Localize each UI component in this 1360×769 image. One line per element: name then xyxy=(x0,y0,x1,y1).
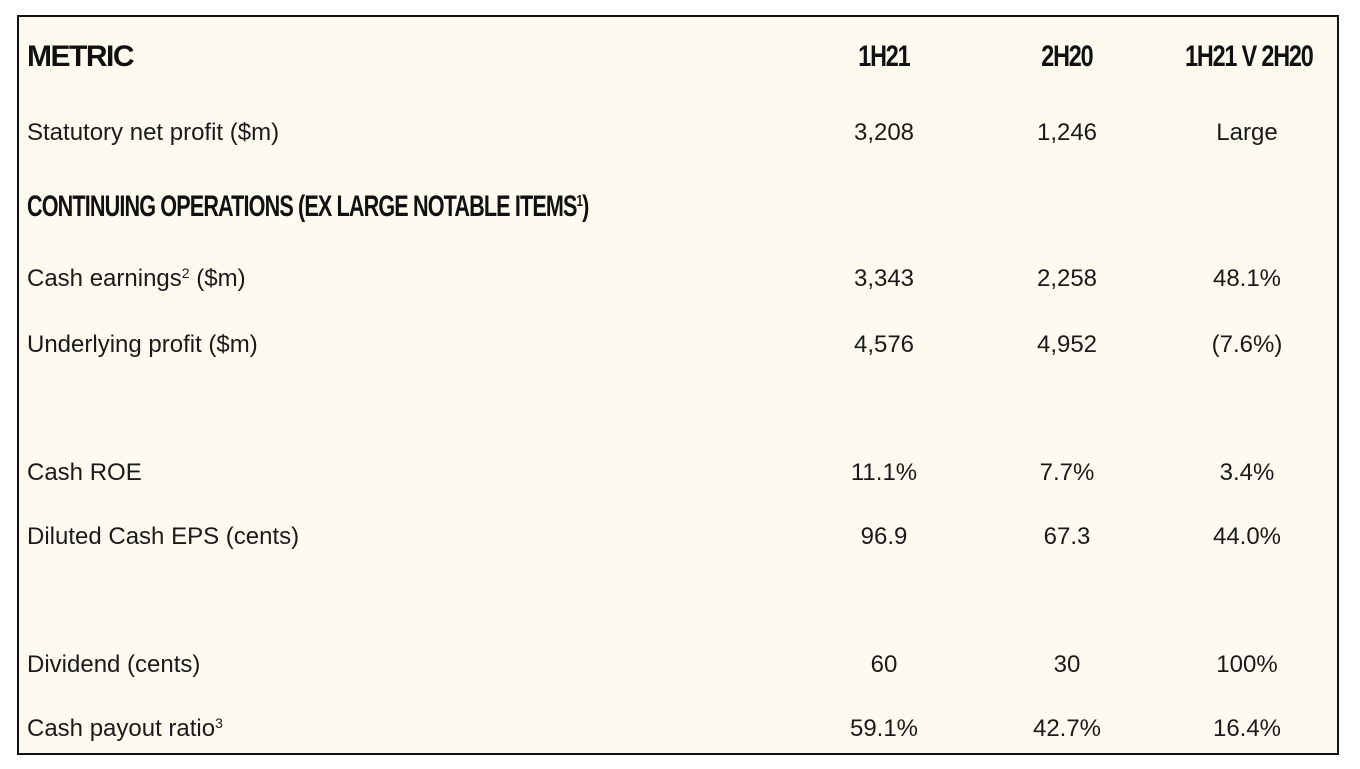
row-value-2h20: 7.7% xyxy=(1039,459,1095,486)
row-label-text: Underlying profit ($m) xyxy=(27,331,258,358)
footnote-ref: 3 xyxy=(215,715,223,731)
row-label-suffix: ($m) xyxy=(189,265,246,292)
header-col1: 1H21 xyxy=(858,40,910,73)
row-value-change: 3.4% xyxy=(1219,459,1275,486)
section-title-text: CONTINUING OPERATIONS (EX LARGE NOTABLE … xyxy=(27,190,577,223)
row-value-change: 100% xyxy=(1216,651,1278,678)
row-label-text: Cash earnings xyxy=(27,265,182,292)
header-col3: 1H21 V 2H20 xyxy=(1185,40,1314,73)
table-row: Cash payout ratio3 59.1% 42.7% 16.4% xyxy=(19,711,1337,747)
metrics-table: METRIC 1H21 2H20 1H21 V 2H20 Statutory n… xyxy=(17,15,1339,755)
table-row: Diluted Cash EPS (cents) 96.9 67.3 44.0% xyxy=(19,519,1337,555)
table-row: Statutory net profit ($m) 3,208 1,246 La… xyxy=(19,115,1337,151)
section-header-row: CONTINUING OPERATIONS (EX LARGE NOTABLE … xyxy=(19,185,1337,229)
row-label: Dividend (cents) xyxy=(27,651,200,679)
row-label-text: Dividend (cents) xyxy=(27,651,201,678)
section-title: CONTINUING OPERATIONS (EX LARGE NOTABLE … xyxy=(27,190,589,224)
row-value-2h20: 2,258 xyxy=(1036,265,1098,292)
row-value-change: 44.0% xyxy=(1212,523,1282,550)
row-label: Diluted Cash EPS (cents) xyxy=(27,523,299,551)
row-label: Cash payout ratio3 xyxy=(27,715,223,743)
row-value-change: 48.1% xyxy=(1212,265,1282,292)
header-metric-cell: METRIC xyxy=(27,40,135,74)
row-value-2h20: 4,952 xyxy=(1036,331,1098,358)
header-col2: 2H20 xyxy=(1041,40,1093,73)
section-footnote-ref: 1 xyxy=(576,193,583,210)
row-value-1h21: 60 xyxy=(870,651,898,678)
footnote-ref: 2 xyxy=(181,265,190,281)
header-metric: METRIC xyxy=(27,40,135,73)
header-col1-cell: 1H21 xyxy=(814,40,954,74)
row-label: Cash ROE xyxy=(27,459,142,487)
row-value-change: 16.4% xyxy=(1212,715,1282,742)
row-value-1h21: 3,208 xyxy=(853,119,915,146)
row-label-text: Diluted Cash EPS (cents) xyxy=(27,523,300,550)
row-value-change: Large xyxy=(1216,119,1278,146)
table-row: Underlying profit ($m) 4,576 4,952 (7.6%… xyxy=(19,327,1337,363)
row-value-1h21: 96.9 xyxy=(860,523,908,550)
row-label-text: Cash payout ratio xyxy=(27,715,216,742)
row-label-text: Statutory net profit ($m) xyxy=(27,119,280,146)
row-value-1h21: 4,576 xyxy=(853,331,915,358)
row-label: Underlying profit ($m) xyxy=(27,331,258,359)
row-label-text: Cash ROE xyxy=(27,459,142,486)
table-header-row: METRIC 1H21 2H20 1H21 V 2H20 xyxy=(19,35,1337,79)
row-value-change: (7.6%) xyxy=(1211,331,1283,358)
section-header-cell: CONTINUING OPERATIONS (EX LARGE NOTABLE … xyxy=(27,190,807,224)
row-value-2h20: 30 xyxy=(1053,651,1081,678)
row-label: Cash earnings2 ($m) xyxy=(27,265,246,293)
section-title-close: ) xyxy=(582,190,589,223)
row-value-2h20: 1,246 xyxy=(1036,119,1098,146)
row-value-1h21: 11.1% xyxy=(850,459,918,486)
table-row: Cash earnings2 ($m) 3,343 2,258 48.1% xyxy=(19,261,1337,297)
table-row: Dividend (cents) 60 30 100% xyxy=(19,647,1337,683)
header-col3-cell: 1H21 V 2H20 xyxy=(1159,40,1339,74)
row-value-2h20: 67.3 xyxy=(1043,523,1091,550)
header-col2-cell: 2H20 xyxy=(997,40,1137,74)
row-value-1h21: 59.1% xyxy=(849,715,919,742)
row-label: Statutory net profit ($m) xyxy=(27,119,279,147)
table-row: Cash ROE 11.1% 7.7% 3.4% xyxy=(19,455,1337,491)
row-value-2h20: 42.7% xyxy=(1032,715,1102,742)
row-value-1h21: 3,343 xyxy=(853,265,915,292)
